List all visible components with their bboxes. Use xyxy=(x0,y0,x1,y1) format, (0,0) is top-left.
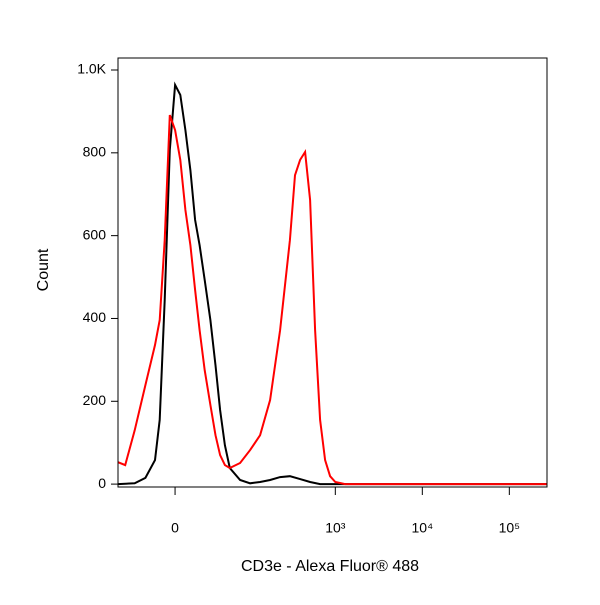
y-axis-label: Count xyxy=(35,248,52,291)
y-tick-label: 1.0K xyxy=(77,61,106,77)
histogram-line xyxy=(117,81,547,486)
x-tick-label: 10⁵ xyxy=(499,520,520,536)
histogram-line xyxy=(117,114,547,486)
plot-frame xyxy=(117,57,548,488)
y-tick-label: 800 xyxy=(83,144,107,160)
x-axis-label: CD3e - Alexa Fluor® 488 xyxy=(241,558,419,575)
y-tick-label: 0 xyxy=(98,475,106,491)
x-tick-label: 10³ xyxy=(325,520,346,536)
y-tick-label: 400 xyxy=(83,309,107,325)
x-tick-label: 10⁴ xyxy=(412,520,434,536)
y-tick-label: 600 xyxy=(83,226,107,242)
y-tick-label: 200 xyxy=(83,392,107,408)
x-tick-label: 0 xyxy=(171,520,179,536)
